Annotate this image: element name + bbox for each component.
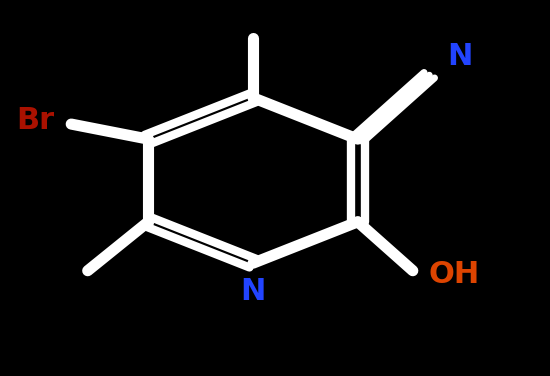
Text: OH: OH <box>428 260 480 289</box>
Text: N: N <box>447 42 472 71</box>
Text: N: N <box>240 277 266 306</box>
Text: Br: Br <box>16 106 54 135</box>
